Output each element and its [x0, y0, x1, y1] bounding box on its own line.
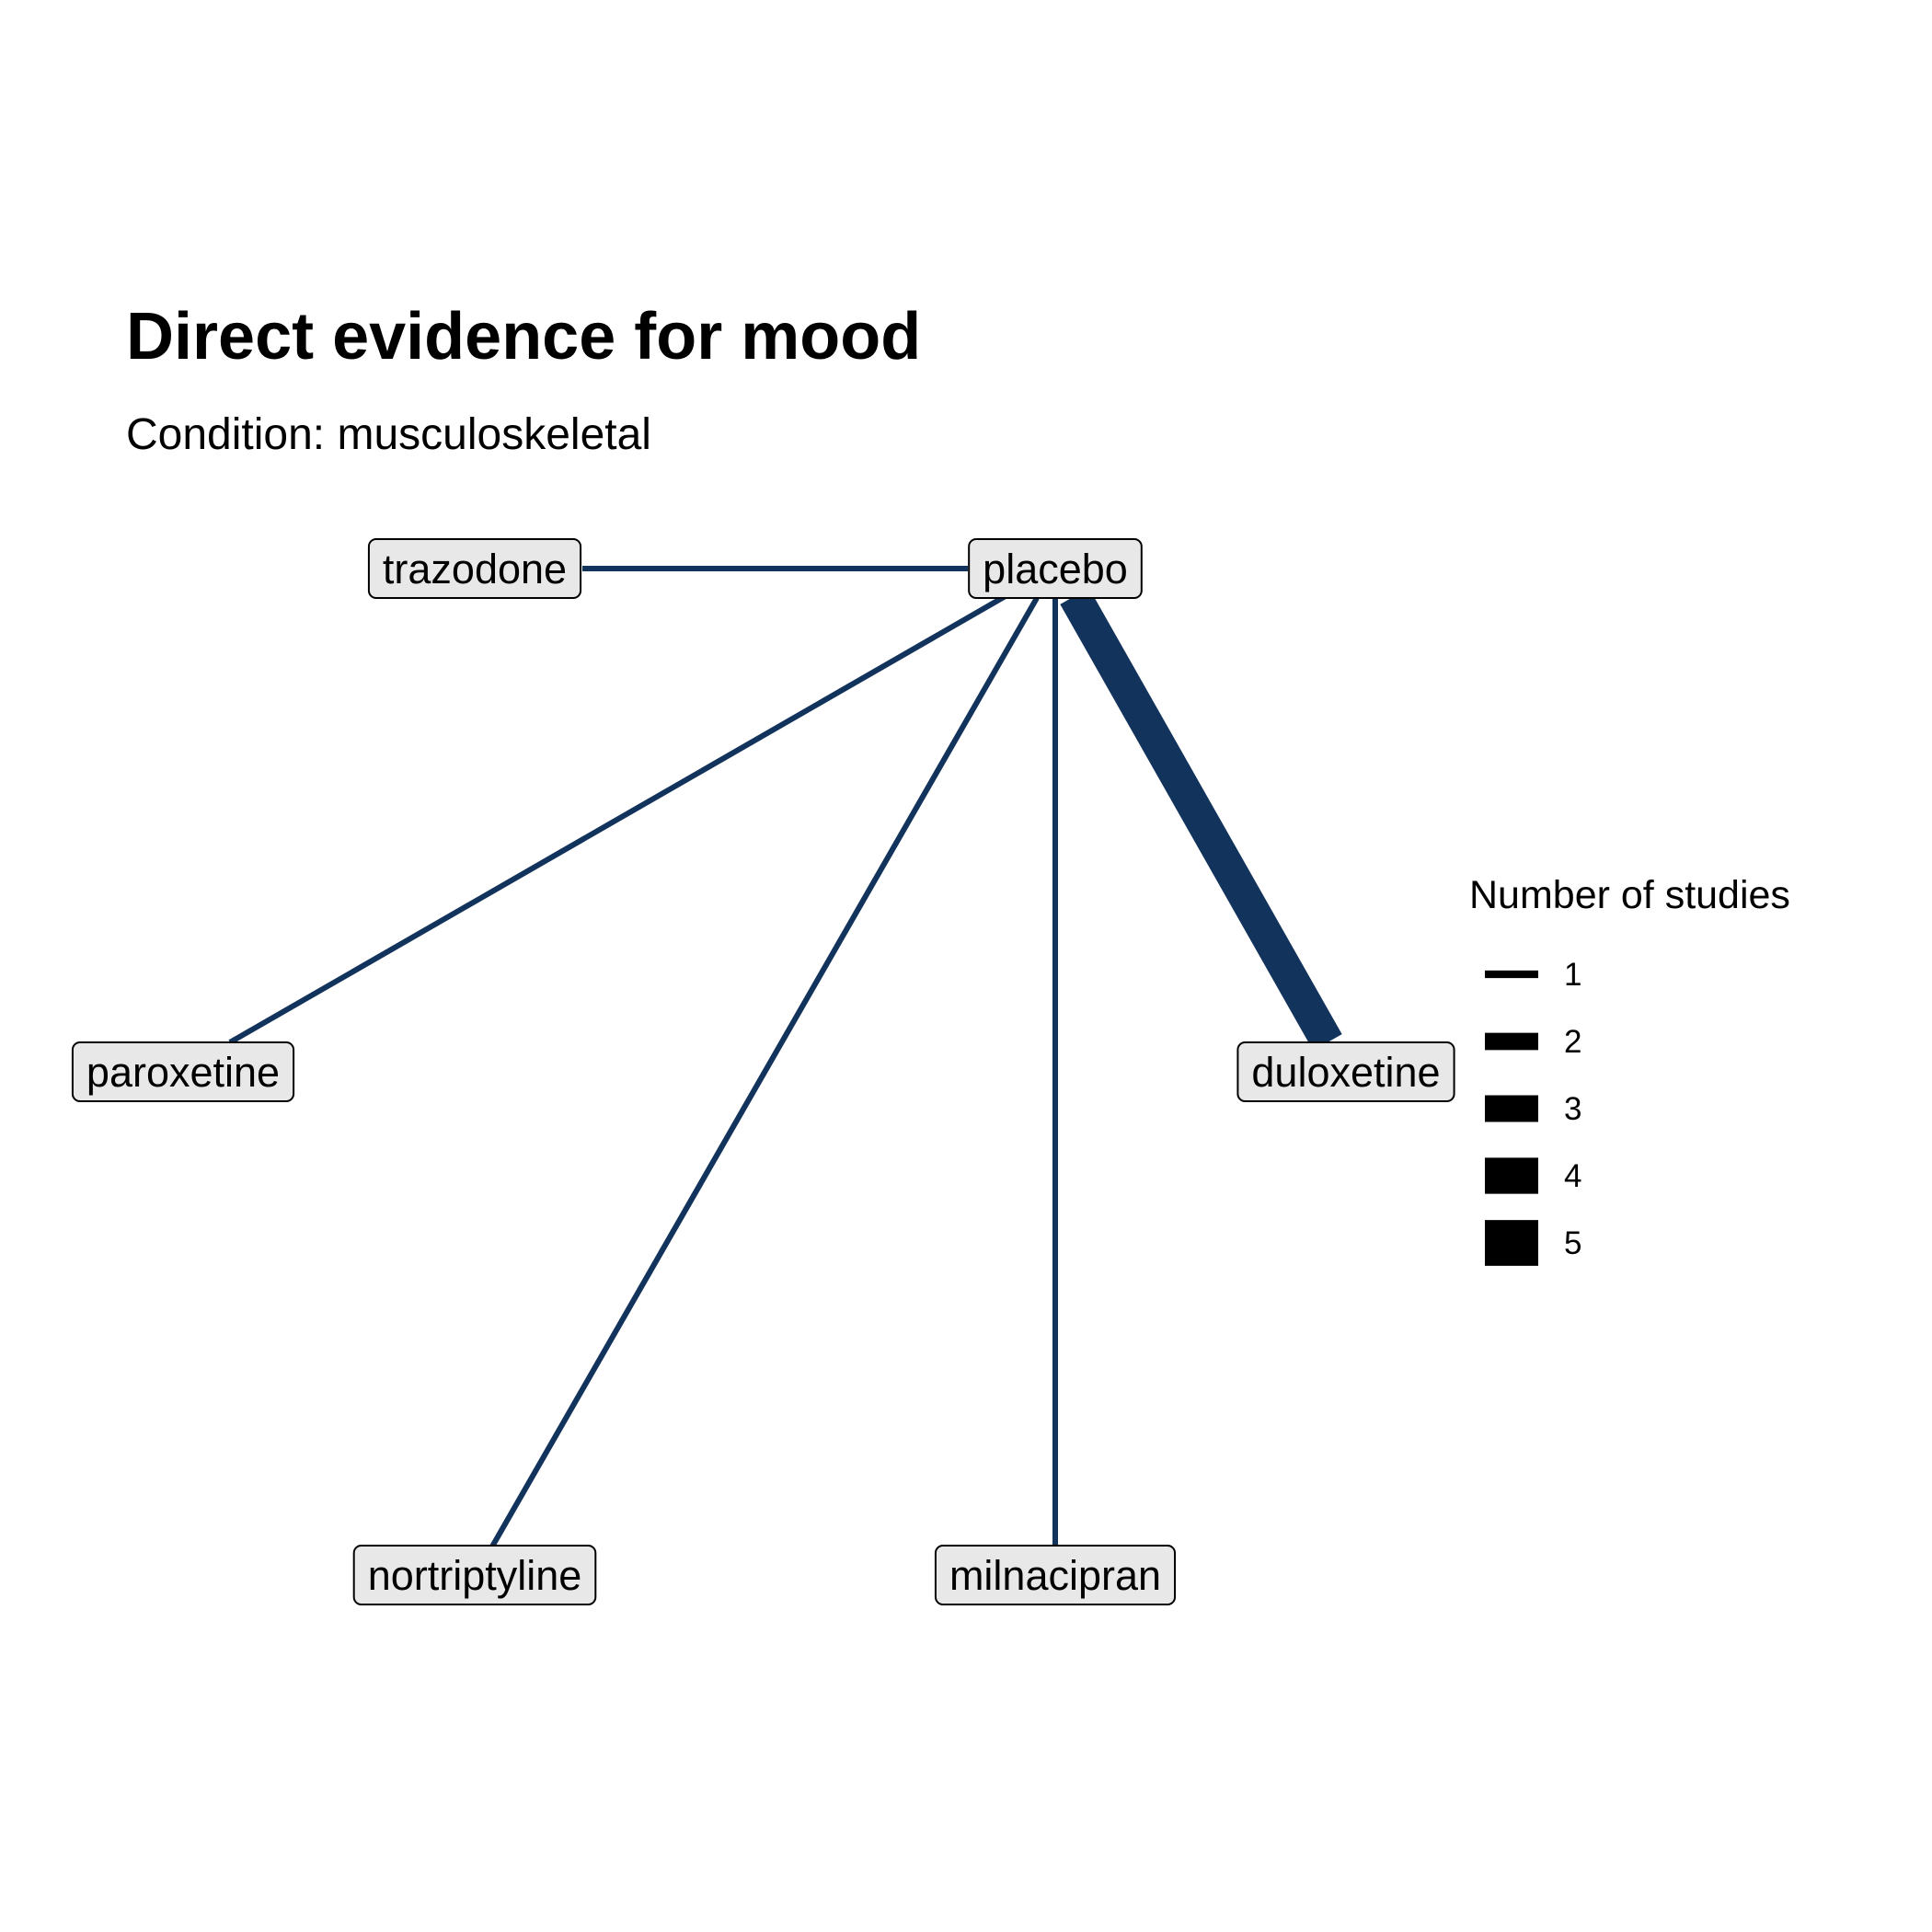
- legend-item: 4: [1485, 1157, 1581, 1194]
- node-box: [71, 1041, 295, 1102]
- legend-title: Number of studies: [1469, 873, 1790, 917]
- legend-item: 3: [1485, 1091, 1581, 1127]
- legend-label: 1: [1564, 957, 1581, 993]
- node-box: [1236, 1041, 1455, 1102]
- node-trazodone: trazodone: [367, 538, 582, 599]
- legend-item: 5: [1485, 1220, 1581, 1266]
- edge-placebo-duloxetine: [1060, 588, 1342, 1051]
- legend-item: 1: [1485, 957, 1581, 993]
- node-label: duloxetine: [1251, 1049, 1440, 1096]
- node-milnacipran: milnacipran: [934, 1545, 1177, 1605]
- node-paroxetine: paroxetine: [71, 1041, 295, 1102]
- node-placebo: placebo: [968, 538, 1143, 599]
- legend-label: 4: [1564, 1158, 1581, 1194]
- node-label: placebo: [983, 546, 1128, 592]
- node-box: [968, 538, 1143, 599]
- node-nortriptyline: nortriptyline: [352, 1545, 597, 1605]
- node-box: [367, 538, 582, 599]
- legend-item: 2: [1485, 1024, 1581, 1060]
- legend-items: 1 2 3 4 5: [1485, 957, 1581, 1266]
- node-label: nortriptyline: [368, 1552, 582, 1599]
- node-label: trazodone: [383, 546, 567, 592]
- edge-placebo-paroxetine: [228, 591, 1012, 1045]
- legend: Number of studies 1 2 3 4 5: [1469, 873, 1790, 1266]
- plot-subtitle: Condition: musculoskeletal: [126, 410, 651, 459]
- node-box: [934, 1545, 1177, 1605]
- edges-layer: [228, 566, 1342, 1548]
- node-label: milnacipran: [949, 1552, 1161, 1599]
- node-duloxetine: duloxetine: [1236, 1041, 1455, 1102]
- legend-label: 5: [1564, 1225, 1581, 1261]
- nodes-layer: trazodone placebo paroxetine duloxetine nort…: [71, 538, 1455, 1605]
- node-label: paroxetine: [86, 1049, 280, 1096]
- node-box: [352, 1545, 597, 1605]
- edge-placebo-nortriptyline: [489, 596, 1040, 1548]
- legend-label: 3: [1564, 1091, 1581, 1127]
- legend-label: 2: [1564, 1024, 1581, 1060]
- plot-title: Direct evidence for mood: [126, 300, 921, 374]
